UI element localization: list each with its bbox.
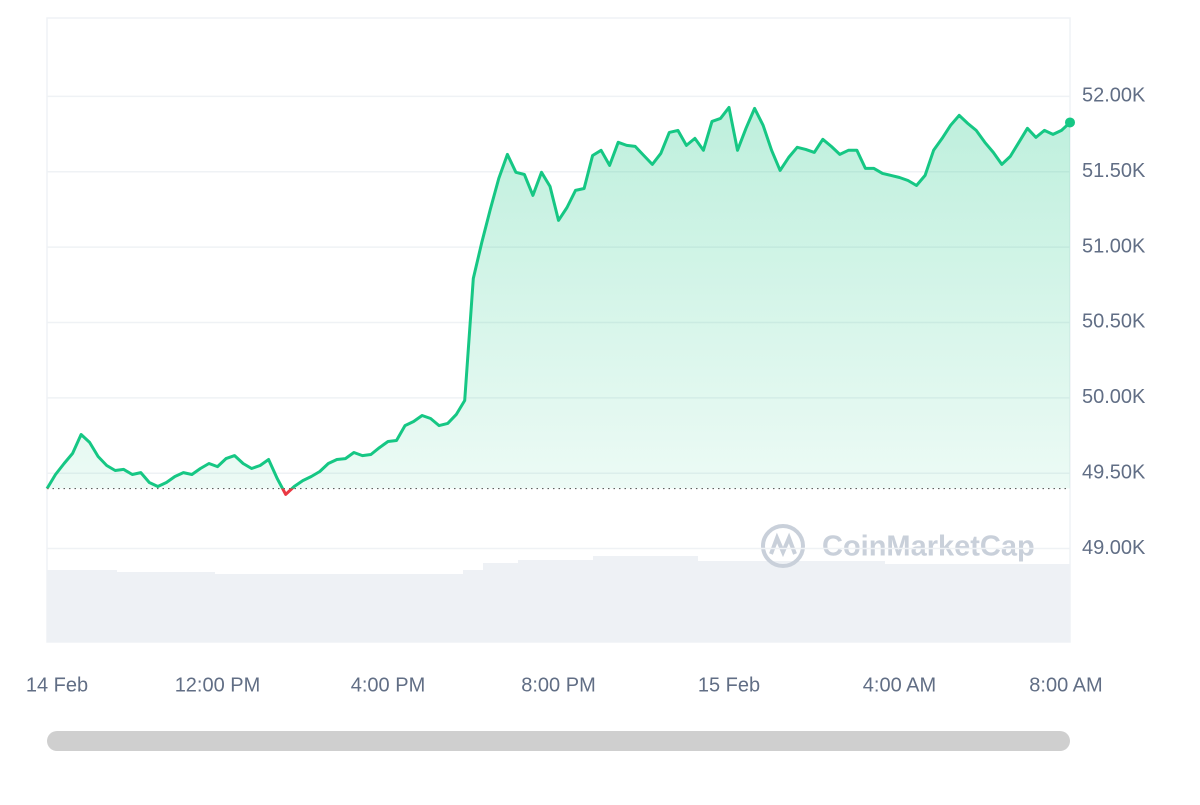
watermark-logo — [761, 524, 805, 568]
y-tick-label: 52.00K — [1082, 85, 1146, 107]
volume-backdrop — [47, 556, 1070, 642]
x-tick-label: 4:00 PM — [351, 674, 425, 696]
price-line — [45, 105, 1072, 489]
area — [47, 107, 1070, 489]
scrollbar[interactable] — [47, 731, 1070, 751]
x-tick-label: 14 Feb — [26, 674, 88, 696]
y-tick-label: 50.00K — [1082, 386, 1146, 408]
last-point — [1065, 117, 1075, 128]
y-tick-label: 51.50K — [1082, 160, 1146, 182]
y-tick-label: 49.00K — [1082, 537, 1146, 559]
x-tick-label: 8:00 PM — [521, 674, 595, 696]
y-tick-label: 51.00K — [1082, 235, 1146, 257]
x-tick-label: 12:00 PM — [175, 674, 261, 696]
x-tick-label: 4:00 AM — [863, 674, 936, 696]
y-tick-label: 49.50K — [1082, 461, 1146, 483]
x-tick-label: 15 Feb — [698, 674, 760, 696]
y-tick-label: 50.50K — [1082, 311, 1146, 333]
watermark: CoinMarketCap — [822, 531, 1035, 563]
x-tick-label: 8:00 AM — [1029, 674, 1102, 696]
